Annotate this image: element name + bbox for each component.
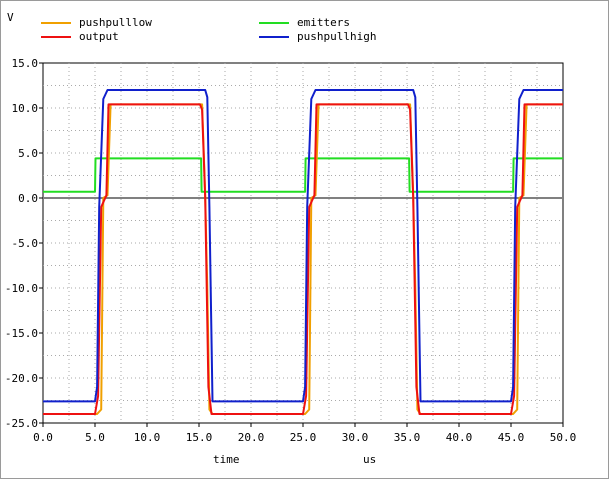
y-tick-label: -15.0	[5, 327, 38, 340]
x-tick-label: 35.0	[394, 431, 421, 444]
x-tick-label: 40.0	[446, 431, 473, 444]
x-tick-label: 20.0	[238, 431, 265, 444]
series-line-output	[43, 103, 563, 415]
y-tick-label: 10.0	[12, 102, 39, 115]
legend-item-emitters: emitters	[259, 17, 350, 29]
legend-item-output: output	[41, 31, 119, 43]
y-tick-label: 0.0	[18, 192, 38, 205]
x-tick-label: 0.0	[33, 431, 53, 444]
y-unit-label: V	[7, 11, 14, 24]
y-tick-label: -10.0	[5, 282, 38, 295]
legend-item-pushpullhigh: pushpullhigh	[259, 31, 376, 43]
x-tick-label: 50.0	[550, 431, 577, 444]
x-tick-label: 25.0	[290, 431, 317, 444]
x-tick-label: 5.0	[85, 431, 105, 444]
legend-label-emitters: emitters	[297, 16, 350, 29]
x-tick-label: 10.0	[134, 431, 161, 444]
legend-swatch-pushpullhigh	[259, 36, 289, 38]
y-tick-label: -20.0	[5, 372, 38, 385]
legend-swatch-pushpulllow	[41, 22, 71, 24]
legend-swatch-emitters	[259, 22, 289, 24]
legend-label-pushpullhigh: pushpullhigh	[297, 30, 377, 43]
y-tick-label: 15.0	[12, 57, 39, 70]
x-tick-label: 30.0	[342, 431, 369, 444]
x-tick-label: 45.0	[498, 431, 525, 444]
legend-label-pushpulllow: pushpulllow	[79, 16, 152, 29]
y-tick-label: -5.0	[12, 237, 39, 250]
legend-swatch-output	[41, 36, 71, 38]
legend-label-output: output	[79, 30, 119, 43]
x-tick-label: 15.0	[186, 431, 213, 444]
x-axis-unit: us	[363, 453, 377, 466]
legend-item-pushpulllow: pushpulllow	[41, 17, 152, 29]
x-axis-title: time	[213, 453, 240, 466]
series-line-pushpullhigh	[43, 89, 563, 403]
series-line-pushpulllow	[43, 103, 563, 415]
y-tick-label: -25.0	[5, 417, 38, 430]
series-line-emitters	[43, 157, 563, 193]
y-tick-label: 5.0	[18, 147, 38, 160]
